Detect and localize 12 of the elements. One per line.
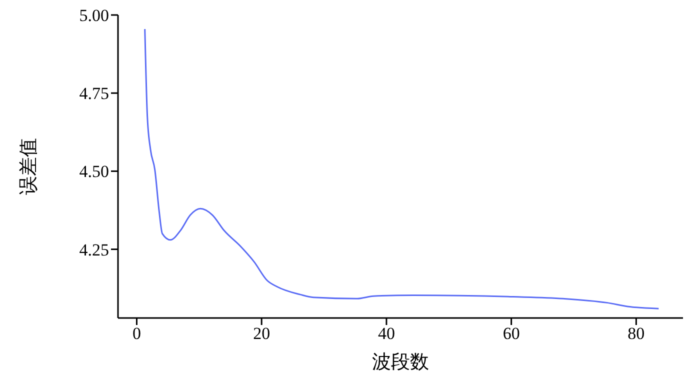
x-tick-label: 60 <box>502 324 520 344</box>
x-tick-label: 40 <box>378 324 395 344</box>
x-tick-label: 0 <box>132 324 141 344</box>
y-tick-label: 4.50 <box>79 162 109 182</box>
x-tick-label: 20 <box>253 324 270 344</box>
y-tick-label: 5.00 <box>79 6 109 26</box>
x-tick-label: 80 <box>628 324 645 344</box>
line-series <box>144 28 660 310</box>
y-tick-label: 4.25 <box>79 240 109 260</box>
x-axis-title: 波段数 <box>372 352 429 373</box>
y-tick-label: 4.75 <box>79 84 109 104</box>
y-axis-title: 误差值 <box>18 138 40 195</box>
